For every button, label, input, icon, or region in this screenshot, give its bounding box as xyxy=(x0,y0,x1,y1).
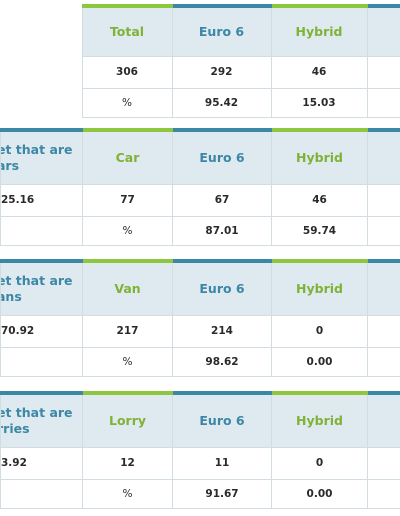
car-fleet-table: et that are ars Car Euro 6 Hybrid 25.16 … xyxy=(0,128,400,246)
label-line-1: et that are xyxy=(0,141,73,157)
percent-hybrid: 0.00 xyxy=(271,346,368,377)
header-cut-off xyxy=(367,259,400,316)
count-car: 77 xyxy=(82,183,173,217)
label-line-2: ans xyxy=(2,288,22,304)
count-euro6: 11 xyxy=(172,446,272,480)
header-hybrid: Hybrid xyxy=(270,4,368,57)
count-lorry: 12 xyxy=(82,446,173,480)
header-total: Total xyxy=(81,4,173,57)
label-line-1: et that are xyxy=(0,272,73,288)
cell-cut-off xyxy=(367,346,400,377)
label-line-1: et that are xyxy=(0,404,73,420)
count-euro6: 214 xyxy=(172,314,272,348)
van-fleet-table: et that are ans Van Euro 6 Hybrid 70.92 … xyxy=(0,259,400,377)
header-euro6: Euro 6 xyxy=(171,4,272,57)
cell-cut-off xyxy=(367,183,400,217)
fleet-share-value-text: 70.92 xyxy=(1,325,35,337)
header-euro6: Euro 6 xyxy=(172,128,272,185)
header-hybrid: Hybrid xyxy=(271,391,368,448)
cell-cut-off xyxy=(366,55,400,89)
fleet-share-value: 25.16 xyxy=(0,183,83,217)
header-lorry: Lorry xyxy=(82,391,173,448)
empty-label-cell xyxy=(0,346,83,377)
count-van: 217 xyxy=(82,314,173,348)
cell-cut-off xyxy=(367,314,400,348)
total-fleet-table: Total Euro 6 Hybrid 306 292 46 % 95.42 1… xyxy=(0,4,400,118)
empty-label-cell xyxy=(0,478,83,509)
header-hybrid: Hybrid xyxy=(271,259,368,316)
count-euro6: 292 xyxy=(171,55,272,89)
cell-cut-off xyxy=(367,446,400,480)
header-hybrid: Hybrid xyxy=(271,128,368,185)
cell-cut-off xyxy=(367,215,400,246)
percent-hybrid: 59.74 xyxy=(271,215,368,246)
percent-hybrid: 0.00 xyxy=(271,478,368,509)
percent-label: % xyxy=(82,215,173,246)
count-hybrid: 0 xyxy=(271,446,368,480)
header-cut-off xyxy=(367,128,400,185)
percent-label: % xyxy=(81,87,173,118)
percent-euro6: 98.62 xyxy=(172,346,272,377)
count-hybrid: 46 xyxy=(271,183,368,217)
percent-label: % xyxy=(82,346,173,377)
empty-label-cell xyxy=(0,215,83,246)
header-cut-off xyxy=(367,391,400,448)
header-euro6: Euro 6 xyxy=(172,259,272,316)
header-van: Van xyxy=(82,259,173,316)
percent-euro6: 95.42 xyxy=(171,87,272,118)
label-line-2: ars xyxy=(2,157,20,173)
lorry-fleet-table: et that are rries Lorry Euro 6 Hybrid 3.… xyxy=(0,391,400,509)
cell-cut-off xyxy=(366,87,400,118)
fleet-share-value-text: 25.16 xyxy=(1,194,35,206)
percent-euro6: 91.67 xyxy=(172,478,272,509)
percent-label: % xyxy=(82,478,173,509)
fleet-share-label: et that are ans xyxy=(0,259,83,316)
empty-label-cell xyxy=(0,56,83,88)
count-hybrid: 0 xyxy=(271,314,368,348)
fleet-share-value-text: 3.92 xyxy=(1,457,27,469)
percent-euro6: 87.01 xyxy=(172,215,272,246)
count-total: 306 xyxy=(81,55,173,89)
header-cut-off xyxy=(366,4,400,57)
count-euro6: 67 xyxy=(172,183,272,217)
empty-label-cell xyxy=(0,6,83,56)
fleet-share-value: 3.92 xyxy=(0,446,83,480)
cell-cut-off xyxy=(367,478,400,509)
fleet-share-label: et that are rries xyxy=(0,391,83,448)
count-hybrid: 46 xyxy=(270,55,368,89)
header-car: Car xyxy=(82,128,173,185)
empty-label-cell xyxy=(0,88,83,117)
fleet-share-label: et that are ars xyxy=(0,128,83,185)
label-line-2: rries xyxy=(2,420,30,436)
percent-hybrid: 15.03 xyxy=(270,87,368,118)
fleet-share-value: 70.92 xyxy=(0,314,83,348)
header-euro6: Euro 6 xyxy=(172,391,272,448)
